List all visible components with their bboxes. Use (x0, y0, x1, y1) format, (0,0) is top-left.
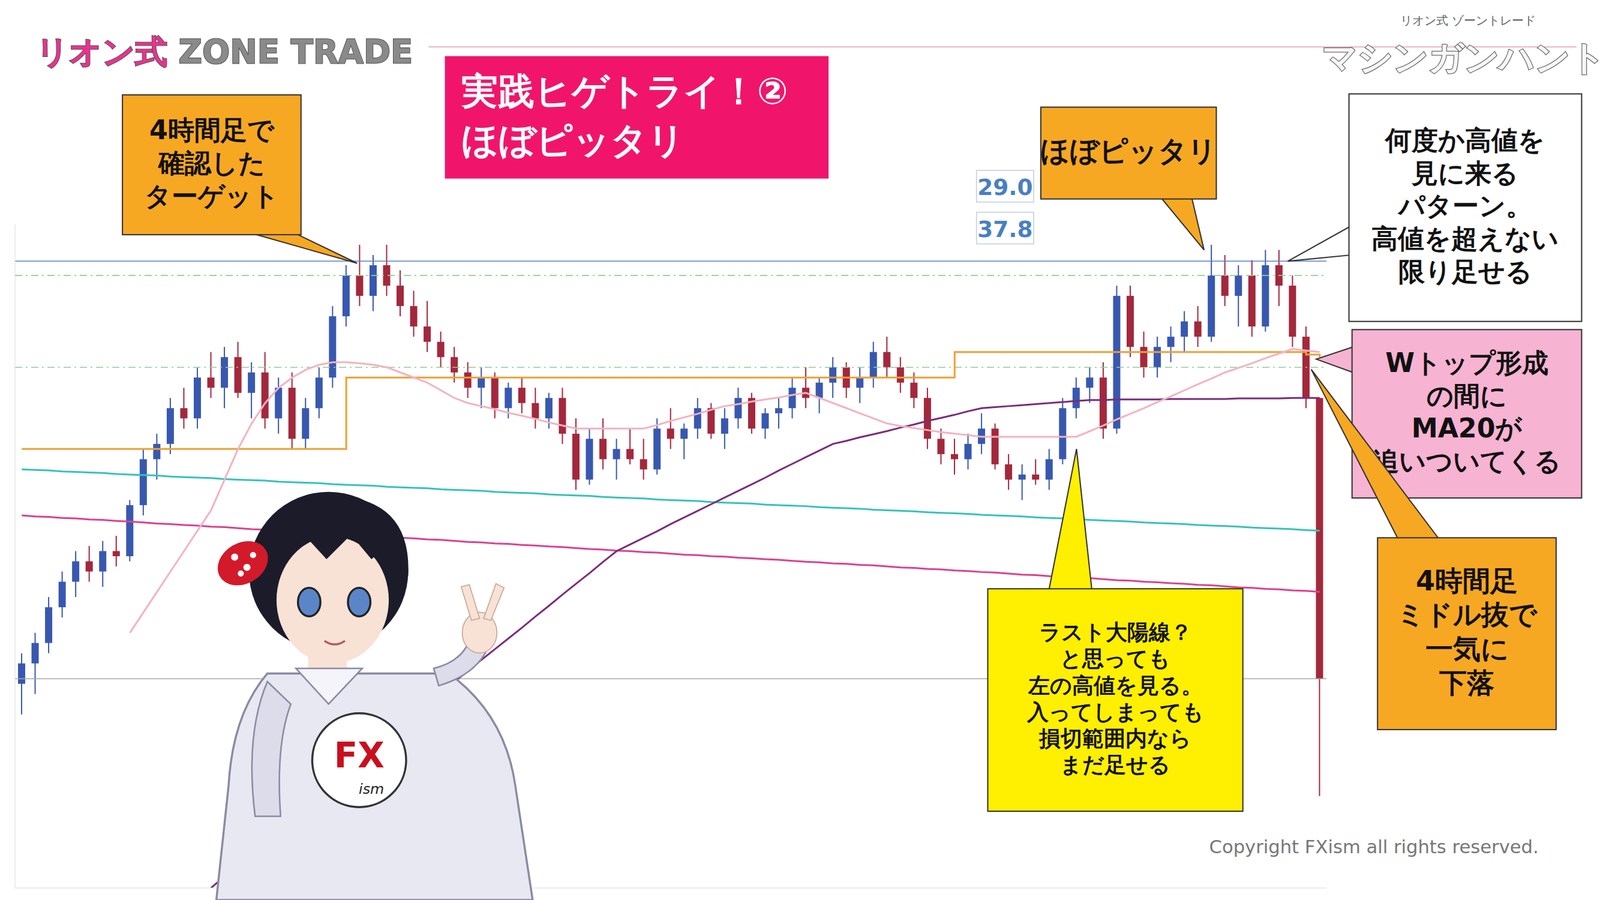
svg-text:37.8: 37.8 (977, 215, 1033, 243)
svg-text:リオン式 ZONE TRADE: リオン式 ZONE TRADE (35, 32, 414, 71)
svg-text:4時間足ミドル抜で一気に下落: 4時間足ミドル抜で一気に下落 (1396, 564, 1538, 700)
svg-text:Wトップ形成の間にMA20が追いついてくる: Wトップ形成の間にMA20が追いついてくる (1372, 347, 1562, 477)
svg-text:Copyright FXism all rights res: Copyright FXism all rights reserved. (1209, 836, 1539, 858)
svg-text:4時間足で確認したターゲット: 4時間足で確認したターゲット (144, 114, 279, 212)
svg-text:マシンガンハントFX: マシンガンハントFX (1322, 37, 1596, 78)
svg-text:FX: FX (334, 734, 385, 776)
svg-text:実践ヒゲトライ！②ほぼピッタリ: 実践ヒゲトライ！②ほぼピッタリ (460, 69, 789, 162)
svg-text:ほぼピッタリ: ほぼピッタリ (1040, 134, 1217, 168)
svg-text:ism: ism (358, 780, 384, 798)
svg-text:何度か高値を見に来るパターン。高値を超えない限り足せる: 何度か高値を見に来るパターン。高値を超えない限り足せる (1371, 124, 1559, 287)
svg-text:ラスト大陽線？と思っても左の高値を見る。入ってしまっても損切: ラスト大陽線？と思っても左の高値を見る。入ってしまっても損切範囲内ならまだ足せる (1026, 619, 1205, 777)
svg-text:29.0: 29.0 (977, 173, 1033, 201)
svg-text:リオン式 ゾーントレード: リオン式 ゾーントレード (1400, 13, 1536, 28)
